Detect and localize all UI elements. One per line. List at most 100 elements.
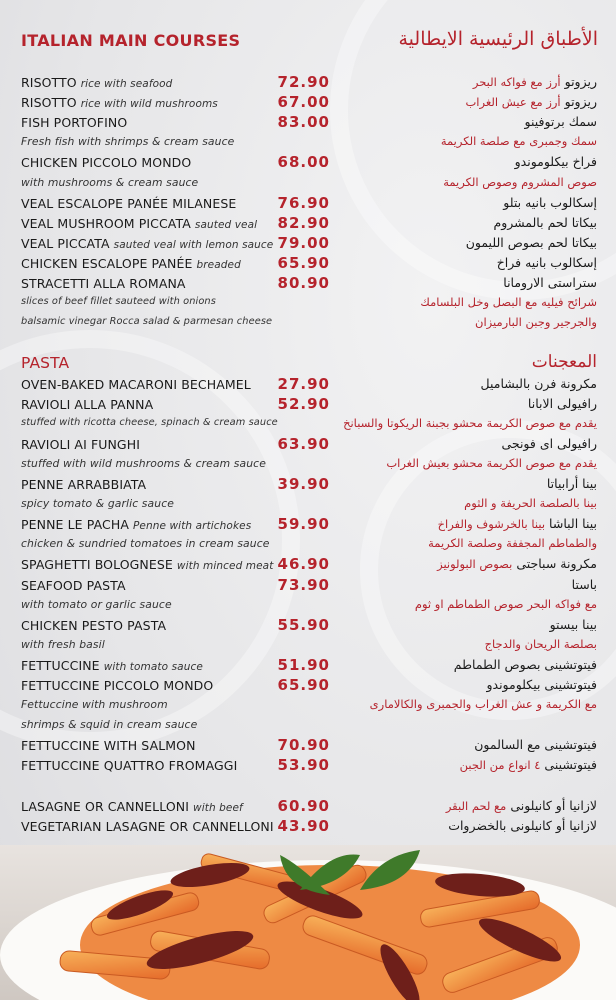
- item-description: with tomato or garlic sauce مع فواكه البح…: [0, 596, 616, 616]
- arabic-name: إسكالوب بانيه فراخ: [496, 254, 597, 270]
- english-text: with mushrooms & cream sauce: [21, 176, 198, 189]
- description-text: Fettuccine with mushroom: [21, 698, 168, 712]
- item-name: VEAL PICCATA: [21, 235, 110, 251]
- english-text: Fettuccine with mushroom: [21, 698, 168, 711]
- item-price: 52.90: [277, 394, 330, 413]
- arabic-text: ستراستى الارومانا: [503, 275, 597, 290]
- item-name: CHICKEN PICCOLO MONDO: [21, 155, 192, 171]
- arabic-text: شرائح فيليه مع البصل وخل البلسامك: [420, 295, 597, 309]
- arabic-text: يقدم مع صوص الكريمة محشو بجبنة الريكوتا …: [343, 416, 597, 430]
- arabic-note: ٤ انواع من الجبن: [459, 758, 541, 773]
- menu-item: RAVIOLI AI FUNGHI 63.90 رافيولى اى فونجى: [0, 435, 616, 455]
- arabic-text: والجرجير وجبن البارميزان: [475, 315, 597, 329]
- item-name: PENNE ARRABBIATA: [21, 477, 147, 492]
- item-description: with mushrooms & cream sauce صوص المشروم …: [0, 174, 616, 194]
- item-price: 46.90: [277, 555, 330, 574]
- arabic-text: فيتوتشينى بيكلوموندو: [486, 677, 597, 692]
- arabic-text: المعجنات: [532, 352, 597, 372]
- english-text: spicy tomato & garlic sauce: [21, 497, 174, 510]
- item-description: balsamic vinegar Rocca salad & parmesan …: [0, 314, 616, 334]
- item-description: with fresh basil بصلصة الريحان والدجاج: [0, 636, 616, 656]
- item-price: 82.90: [277, 213, 330, 232]
- item-price: 67.00: [277, 93, 330, 112]
- arabic-note: أرز مع فواكه البحر: [472, 75, 561, 89]
- arabic-text: رافيولى اى فونجى: [501, 436, 597, 451]
- english-text: chicken & sundried tomatoes in cream sau…: [21, 537, 270, 550]
- english-text: PENNE ARRABBIATA: [21, 477, 146, 492]
- english-text: CHICKEN PICCOLO MONDO: [21, 155, 191, 170]
- english-text: RAVIOLI AI FUNGHI: [21, 437, 140, 452]
- item-price: 43.90: [277, 816, 330, 835]
- item-price: 65.90: [277, 253, 330, 272]
- arabic-text: فراخ بيكلوموندو: [515, 154, 597, 169]
- item-name: SPAGHETTI BOLOGNESE: [21, 557, 173, 573]
- item-note: rice with wild mushrooms: [80, 98, 218, 111]
- english-text: VEAL ESCALOPE PANÉE MILANESE: [21, 196, 236, 211]
- menu-item: OVEN-BAKED MACARONI BECHAMEL 27.90 مكرونة …: [0, 375, 616, 395]
- arabic-name: رافيولى الابانا: [527, 395, 597, 411]
- item-name: RISOTTO: [21, 95, 77, 111]
- arabic-name: مكرونة فرن بالبشاميل: [480, 375, 597, 391]
- arabic-name: فيتوتشينى بصوص الطماطم: [453, 656, 597, 672]
- english-text: VEAL PICCATA sauted veal with lemon sauce: [21, 236, 273, 251]
- menu-item: VEAL PICCATA sauted veal with lemon sauce…: [0, 234, 616, 254]
- item-note: sauted veal with lemon sauce: [113, 238, 274, 251]
- item-price: 53.90: [277, 756, 330, 775]
- arabic-name: ستراستى الارومانا: [503, 275, 597, 290]
- english-text: CHICKEN PESTO PASTA: [21, 618, 166, 633]
- item-note: sauted veal: [194, 218, 258, 231]
- description-text: chicken & sundried tomatoes in cream sau…: [21, 537, 270, 551]
- menu-item: RISOTTO rice with seafood 72.90 ريزوتو أرز …: [0, 73, 616, 93]
- menu-item: CHICKEN ESCALOPE PANÉE breaded 65.90 إسكالو…: [0, 254, 616, 274]
- menu-item: LASAGNE OR CANNELLONI with beef 60.90 لازان…: [0, 797, 616, 817]
- item-description: slices of beef fillet sauteed with onion…: [0, 294, 616, 314]
- arabic-name: والجرجير وجبن البارميزان: [475, 315, 597, 330]
- arabic-text: يقدم مع صوص الكريمة محشو بعيش الغراب: [386, 456, 597, 470]
- item-name: RAVIOLI ALLA PANNA: [21, 396, 154, 412]
- item-price: 27.90: [277, 374, 330, 393]
- description-text: with fresh basil: [21, 637, 105, 651]
- item-note: breaded: [196, 258, 241, 271]
- menu-item: VEAL ESCALOPE PANÉE MILANESE 76.90 إسكالوب…: [0, 194, 616, 214]
- english-text: PENNE LE PACHA Penne with artichokes: [21, 517, 251, 532]
- item-price: 51.90: [277, 655, 330, 674]
- arabic-name: شرائح فيليه مع البصل وخل البلسامك: [420, 295, 597, 310]
- arabic-name: يقدم مع صوص الكريمة محشو بعيش الغراب: [386, 455, 597, 470]
- item-name: STRACETTI ALLA ROMANA: [21, 276, 186, 291]
- description-text: with tomato or garlic sauce: [21, 597, 172, 611]
- menu-item: VEAL MUSHROOM PICCATA sauted veal 82.90 بيك…: [0, 214, 616, 234]
- arabic-name: ريزوتو: [564, 94, 597, 110]
- item-price: 65.90: [277, 676, 330, 694]
- item-name: OVEN-BAKED MACARONI BECHAMEL: [21, 376, 251, 392]
- arabic-name: بينا بيستو: [549, 616, 597, 632]
- item-price: 70.90: [277, 736, 330, 755]
- background-swirl: [0, 330, 300, 750]
- arabic-name: فيتوتشينى مع السالمون: [474, 737, 597, 753]
- item-note: with minced meat: [176, 560, 274, 573]
- menu-item: FETTUCCINE QUATTRO FROMAGGI 53.90 فيتوتشين…: [0, 756, 616, 776]
- pasta-dish-photo: [0, 845, 616, 1000]
- description-text: shrimps & squid in cream sauce: [21, 718, 198, 732]
- arabic-text: رافيولى الابانا: [528, 396, 597, 411]
- english-text: FISH PORTOFINO: [21, 115, 127, 130]
- menu-item: STRACETTI ALLA ROMANA 80.90 ستراستى الاروم…: [0, 274, 616, 294]
- english-text: FETTUCCINE PICCOLO MONDO: [21, 678, 213, 693]
- arabic-name: مع الكريمة و عش الغراب والجمبرى والكالام…: [369, 697, 597, 712]
- menu-item: FISH PORTOFINO 83.00 سمك برتوفينو: [0, 113, 616, 133]
- background-swirl: [360, 420, 616, 720]
- description-text: spicy tomato & garlic sauce: [21, 497, 174, 511]
- arabic-text: بصلصة الريحان والدجاج: [485, 637, 597, 651]
- english-text: FETTUCCINE QUATTRO FROMAGGI: [21, 758, 237, 773]
- menu-item: CHICKEN PESTO PASTA 55.90 بينا بيستو: [0, 616, 616, 636]
- arabic-name: المعجنات: [531, 352, 597, 373]
- item-name: FISH PORTOFINO: [21, 115, 128, 131]
- arabic-name: باستا: [571, 576, 597, 592]
- arabic-name: إسكالوب بانيه بتلو: [503, 194, 597, 210]
- item-description: chicken & sundried tomatoes in cream sau…: [0, 535, 616, 555]
- arabic-name: بيكاتا لحم بصوص الليمون: [465, 234, 597, 250]
- arabic-name: بينا بالصلصة الحريفة و الثوم: [464, 496, 597, 511]
- menu-item: FETTUCCINE WITH SALMON 70.90 فيتوتشينى مع …: [0, 736, 616, 756]
- item-price: 39.90: [277, 475, 330, 493]
- item-note: with tomato sauce: [103, 660, 203, 673]
- arabic-text: ريزوتو أرز مع عيش الغراب: [465, 94, 597, 109]
